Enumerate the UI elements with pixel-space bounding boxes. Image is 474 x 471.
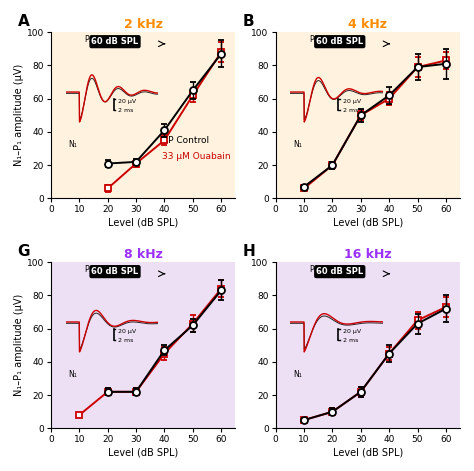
Text: 60 dB SPL: 60 dB SPL — [91, 37, 138, 46]
Text: 60 dB SPL: 60 dB SPL — [316, 267, 363, 276]
Text: 60 dB SPL: 60 dB SPL — [316, 37, 363, 46]
Y-axis label: N₁–P₁ amplitude (µV): N₁–P₁ amplitude (µV) — [14, 64, 24, 166]
Text: H: H — [242, 244, 255, 259]
Title: 8 kHz: 8 kHz — [124, 248, 163, 261]
Title: 4 kHz: 4 kHz — [348, 18, 387, 31]
Text: B: B — [242, 14, 254, 29]
Y-axis label: N₁–P₁ amplitude (µV): N₁–P₁ amplitude (µV) — [14, 294, 24, 397]
X-axis label: Level (dB SPL): Level (dB SPL) — [333, 447, 403, 457]
Text: A: A — [18, 14, 29, 29]
Text: AP Control: AP Control — [162, 136, 209, 145]
Text: 33 μM Ouabain: 33 μM Ouabain — [162, 153, 230, 162]
Title: 2 kHz: 2 kHz — [124, 18, 163, 31]
Text: G: G — [18, 244, 30, 259]
X-axis label: Level (dB SPL): Level (dB SPL) — [108, 217, 178, 227]
X-axis label: Level (dB SPL): Level (dB SPL) — [108, 447, 178, 457]
Text: 60 dB SPL: 60 dB SPL — [91, 267, 138, 276]
Title: 16 kHz: 16 kHz — [344, 248, 392, 261]
X-axis label: Level (dB SPL): Level (dB SPL) — [333, 217, 403, 227]
